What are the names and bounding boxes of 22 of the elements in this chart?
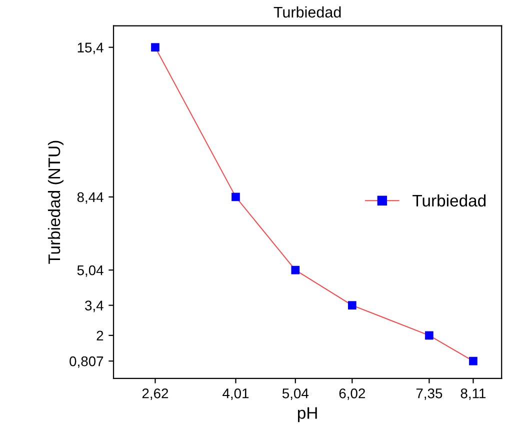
point xyxy=(232,192,240,202)
legend-label: Turbiedad xyxy=(412,194,486,207)
x-tick-label: 2,62 xyxy=(142,388,168,400)
y-tick-label: 15,4 xyxy=(78,42,104,54)
point xyxy=(291,266,300,274)
y-tick-label: 0,807 xyxy=(70,356,104,368)
y-tick-label: 5,04 xyxy=(77,265,104,277)
y-tick-label: 8,44 xyxy=(77,192,104,204)
x-tick-label: 7,35 xyxy=(416,388,442,400)
y-tick-label: 2 xyxy=(96,330,104,340)
point xyxy=(348,301,356,310)
chart-title: Turbiedad xyxy=(274,6,341,18)
x-tick-label: 8,11 xyxy=(460,388,486,400)
y-axis-title: Turbiedad (NTU) xyxy=(48,140,64,264)
y-tick-label: 3,4 xyxy=(85,300,104,312)
point xyxy=(469,356,478,366)
x-tick-label: 5,04 xyxy=(282,388,309,400)
point xyxy=(151,43,160,52)
x-axis-title: pH xyxy=(298,407,317,422)
x-tick-label: 6,02 xyxy=(339,388,365,400)
x-tick-label: 4,01 xyxy=(222,388,249,400)
point xyxy=(425,331,434,340)
